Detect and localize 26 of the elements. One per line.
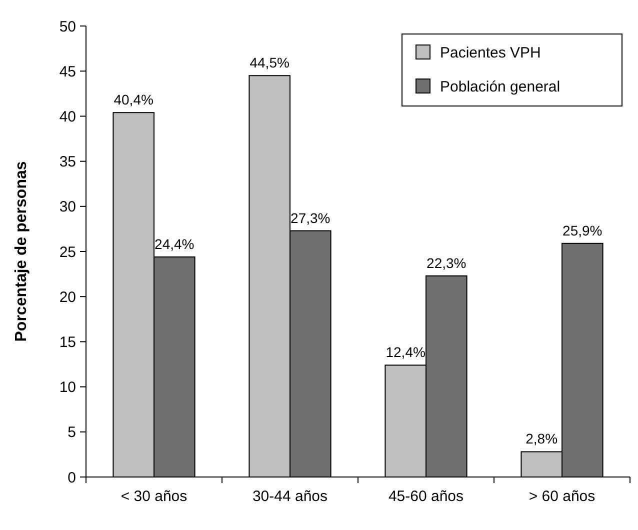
data-label: 2,8% — [526, 430, 558, 447]
data-label: 24,4% — [154, 236, 194, 252]
y-tick-label: 40 — [59, 108, 76, 126]
data-label: 44,5% — [250, 54, 290, 71]
data-label: 25,9% — [562, 222, 602, 238]
y-tick-label: 10 — [59, 379, 76, 396]
y-tick-label: 15 — [59, 334, 76, 351]
data-label: 40,4% — [114, 92, 154, 108]
y-tick-label: 5 — [68, 424, 76, 442]
legend-label: Población general — [440, 78, 560, 96]
y-tick-label: 35 — [59, 154, 76, 171]
data-label: 27,3% — [290, 210, 330, 226]
y-tick-label: 0 — [68, 469, 76, 486]
y-tick-label: 30 — [59, 198, 76, 216]
data-label: 12,4% — [386, 344, 426, 360]
x-tick-label: 45-60 años — [388, 488, 464, 505]
legend-label: Pacientes VPH — [440, 44, 541, 62]
y-tick-label: 25 — [59, 244, 76, 261]
x-tick-label: < 30 años — [120, 488, 188, 505]
y-axis-title: Porcentaje de personas — [13, 161, 30, 342]
x-tick-label: > 60 años — [528, 488, 596, 505]
data-label: 22,3% — [426, 254, 466, 271]
y-tick-label: 50 — [59, 18, 76, 36]
y-tick-label: 20 — [59, 288, 76, 306]
x-tick-label: 30-44 años — [252, 488, 328, 505]
y-tick-label: 45 — [59, 63, 76, 80]
